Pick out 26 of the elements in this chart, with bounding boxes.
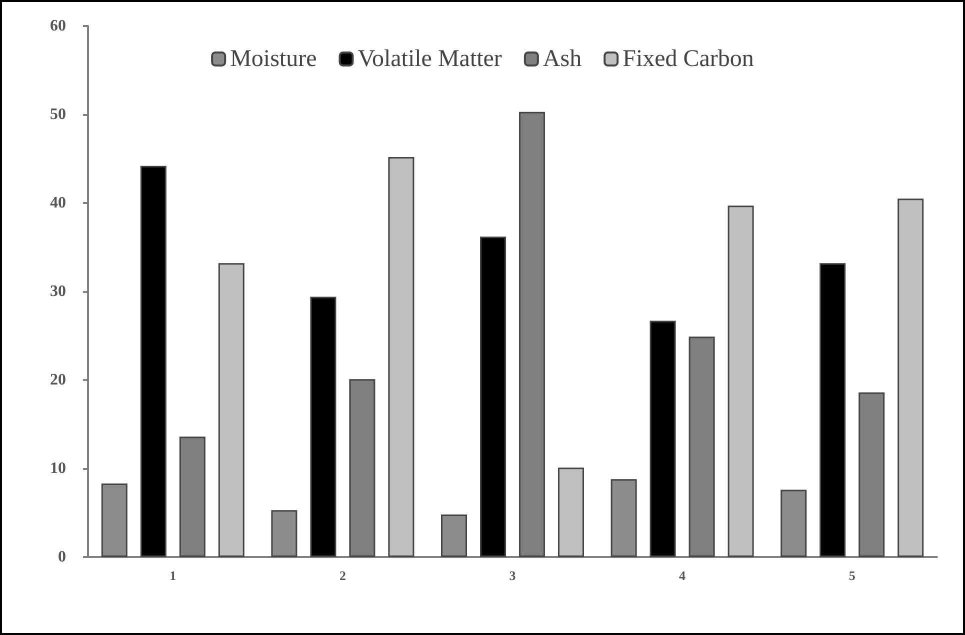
legend-label: Moisture: [230, 46, 317, 72]
x-tick-label: 2: [339, 568, 346, 583]
x-tick-label: 4: [679, 568, 686, 583]
legend-label: Ash: [542, 46, 582, 72]
bar: [140, 166, 166, 557]
bar: [728, 206, 754, 557]
bar: [310, 296, 336, 557]
x-tick-label: 5: [848, 568, 856, 583]
x-tick-label: 1: [170, 568, 176, 583]
y-tick-label: 20: [50, 372, 66, 388]
x-tick-label: 3: [509, 568, 516, 583]
y-tick-label: 50: [50, 106, 66, 123]
y-tick-label: 40: [50, 194, 66, 212]
y-tick-label: 10: [50, 460, 66, 477]
y-tick-label: 0: [58, 548, 66, 566]
bar: [218, 263, 244, 557]
legend-label: Volatile Matter: [358, 46, 502, 72]
bar: [898, 198, 924, 557]
legend-label: Fixed Carbon: [622, 46, 754, 72]
bar: [480, 236, 506, 557]
y-tick-label: 30: [50, 283, 66, 300]
y-tick-label: 60: [50, 18, 66, 34]
bar: [820, 263, 846, 557]
bar: [388, 156, 414, 557]
bar: [650, 320, 676, 557]
bar: [558, 468, 584, 557]
